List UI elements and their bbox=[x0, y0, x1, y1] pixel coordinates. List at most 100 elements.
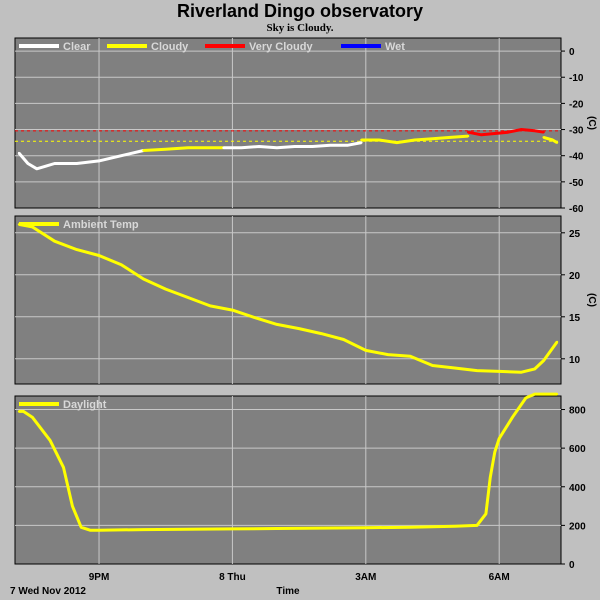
data-point bbox=[506, 130, 510, 134]
data-point bbox=[17, 151, 21, 155]
data-point bbox=[511, 416, 514, 419]
y-tick-label: -10 bbox=[569, 73, 584, 84]
data-point bbox=[164, 147, 167, 151]
data-point bbox=[62, 466, 65, 469]
series-daylight bbox=[19, 392, 557, 532]
panel-daylight: 800 600 400 200 0 Daylight bbox=[14, 392, 586, 571]
data-point bbox=[360, 141, 363, 144]
data-point bbox=[489, 475, 492, 479]
data-point bbox=[555, 340, 559, 344]
data-point bbox=[386, 353, 390, 356]
y-tick-label: -20 bbox=[569, 99, 584, 110]
data-point bbox=[275, 527, 279, 530]
data-point bbox=[431, 137, 434, 140]
data-point bbox=[533, 392, 536, 396]
data-point bbox=[208, 304, 212, 308]
data-point bbox=[53, 162, 56, 165]
panel-ambient: 25 20 15 10 (C) Ambient Temp bbox=[14, 215, 597, 385]
data-point bbox=[533, 129, 536, 133]
data-point bbox=[524, 396, 528, 400]
data-point bbox=[293, 145, 296, 148]
data-point bbox=[466, 134, 470, 138]
data-point bbox=[97, 159, 101, 163]
data-point bbox=[231, 308, 234, 312]
legend-label: Daylight bbox=[63, 399, 107, 411]
data-point bbox=[208, 146, 212, 150]
data-point bbox=[164, 287, 167, 291]
y-tick-label: 15 bbox=[569, 313, 581, 324]
data-point bbox=[120, 154, 123, 157]
x-tick-label: 9PM bbox=[89, 572, 110, 583]
data-point bbox=[520, 371, 523, 374]
data-point bbox=[542, 359, 545, 362]
data-point bbox=[257, 145, 261, 148]
data-point bbox=[520, 128, 523, 131]
y-tick-label: -40 bbox=[569, 152, 584, 163]
footer-date: 7 Wed Nov 2012 bbox=[10, 586, 86, 597]
data-point bbox=[142, 149, 145, 152]
data-point bbox=[88, 529, 92, 532]
data-point bbox=[395, 141, 399, 144]
data-point bbox=[453, 366, 456, 370]
data-point bbox=[542, 392, 545, 396]
y-tick-label: 800 bbox=[569, 406, 586, 417]
panel-sky: 0 -10 -20 -30 -40 -50 -60 (C) Clear Cloudy Very Cl… bbox=[14, 37, 597, 215]
y-tick-label: 600 bbox=[569, 444, 586, 455]
x-tick-label: 3AM bbox=[355, 572, 376, 583]
legend-label: Very Cloudy bbox=[249, 41, 313, 53]
data-point bbox=[231, 527, 234, 531]
data-point bbox=[35, 167, 38, 170]
y-tick-label: -50 bbox=[569, 178, 584, 189]
y-tick-label: 25 bbox=[569, 229, 581, 240]
data-point bbox=[186, 528, 190, 531]
data-point bbox=[364, 526, 368, 529]
data-point bbox=[533, 367, 536, 371]
legend-label: Clear bbox=[63, 41, 91, 53]
data-point bbox=[186, 296, 190, 299]
chart-subtitle: Sky is Cloudy. bbox=[266, 22, 334, 34]
x-tick-label: 6AM bbox=[489, 572, 510, 583]
data-point bbox=[320, 332, 323, 335]
y-axis-label: (C) bbox=[586, 116, 597, 130]
data-point bbox=[240, 146, 243, 150]
data-point bbox=[253, 316, 256, 319]
data-point bbox=[413, 138, 416, 142]
y-tick-label: 0 bbox=[569, 47, 575, 58]
data-point bbox=[329, 144, 332, 147]
data-point bbox=[80, 526, 83, 529]
y-tick-label: 20 bbox=[569, 271, 581, 282]
data-point bbox=[555, 141, 559, 144]
data-point bbox=[475, 524, 479, 527]
data-point bbox=[480, 133, 483, 136]
data-point bbox=[346, 144, 350, 147]
data-point bbox=[53, 240, 56, 243]
data-point bbox=[75, 248, 79, 251]
data-point bbox=[22, 410, 25, 413]
x-axis-label: Time bbox=[276, 586, 300, 597]
legend-label: Ambient Temp bbox=[63, 219, 139, 231]
data-point bbox=[26, 162, 30, 165]
data-point bbox=[40, 427, 43, 431]
data-point bbox=[297, 327, 301, 330]
data-point bbox=[493, 132, 496, 135]
data-point bbox=[275, 146, 279, 150]
data-point bbox=[475, 369, 479, 372]
plot-area bbox=[14, 37, 562, 209]
y-tick-label: 400 bbox=[569, 483, 586, 494]
data-point bbox=[120, 263, 123, 266]
data-point bbox=[360, 138, 363, 142]
data-point bbox=[497, 437, 501, 440]
data-point bbox=[555, 392, 559, 396]
data-point bbox=[409, 355, 412, 358]
data-point bbox=[44, 164, 47, 168]
data-point bbox=[466, 130, 470, 134]
legend-label: Wet bbox=[385, 41, 405, 53]
data-point bbox=[222, 146, 225, 150]
data-point bbox=[484, 512, 488, 515]
y-tick-label: 0 bbox=[569, 560, 575, 571]
data-point bbox=[97, 529, 101, 532]
data-point bbox=[31, 225, 34, 229]
data-point bbox=[142, 528, 145, 531]
plot-area bbox=[14, 215, 562, 385]
